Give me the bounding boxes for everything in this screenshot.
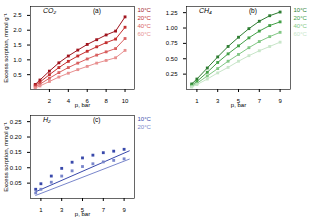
- svg-text:0.25: 0.25: [10, 119, 22, 125]
- svg-text:60°C: 60°C: [294, 31, 308, 37]
- svg-text:40°C: 40°C: [294, 23, 308, 29]
- svg-text:20°C: 20°C: [138, 15, 152, 21]
- svg-text:CO₂: CO₂: [43, 7, 57, 14]
- svg-text:2: 2: [48, 98, 52, 104]
- svg-text:20°C: 20°C: [294, 15, 308, 21]
- svg-text:7: 7: [102, 207, 106, 213]
- svg-text:3: 3: [216, 98, 220, 104]
- svg-text:40°C: 40°C: [138, 23, 152, 29]
- svg-text:0.50: 0.50: [166, 56, 178, 62]
- svg-text:0.20: 0.20: [10, 134, 22, 140]
- svg-text:(b): (b): [249, 7, 257, 15]
- svg-text:8: 8: [104, 98, 108, 104]
- svg-text:10°C: 10°C: [138, 116, 152, 122]
- svg-text:10: 10: [122, 98, 129, 104]
- svg-text:0.05: 0.05: [10, 180, 22, 186]
- svg-text:0.15: 0.15: [10, 149, 22, 155]
- svg-text:p, bar: p, bar: [75, 102, 90, 108]
- svg-text:CH₄: CH₄: [199, 7, 212, 14]
- svg-text:p, bar: p, bar: [75, 211, 90, 217]
- svg-text:1.00: 1.00: [166, 25, 178, 31]
- svg-text:(c): (c): [93, 116, 101, 124]
- svg-text:1: 1: [39, 207, 43, 213]
- svg-text:1.25: 1.25: [166, 10, 178, 16]
- svg-text:7: 7: [258, 98, 262, 104]
- svg-text:1: 1: [195, 98, 199, 104]
- svg-text:60°C: 60°C: [138, 31, 152, 37]
- svg-text:0.25: 0.25: [166, 71, 178, 77]
- svg-text:0.10: 0.10: [10, 165, 22, 171]
- svg-text:0.5: 0.5: [13, 72, 22, 78]
- svg-text:2.5: 2.5: [13, 12, 22, 18]
- svg-text:H₂: H₂: [43, 116, 51, 123]
- svg-text:(a): (a): [93, 7, 101, 15]
- svg-text:1.5: 1.5: [13, 42, 22, 48]
- svg-text:10°C: 10°C: [294, 7, 308, 13]
- svg-text:9: 9: [122, 207, 126, 213]
- svg-text:1.0: 1.0: [13, 57, 22, 63]
- svg-text:p, bar: p, bar: [231, 102, 246, 108]
- svg-text:0.75: 0.75: [166, 40, 178, 46]
- svg-text:2.0: 2.0: [13, 27, 22, 33]
- svg-text:20°C: 20°C: [138, 124, 152, 130]
- svg-text:4: 4: [67, 98, 71, 104]
- svg-text:9: 9: [278, 98, 282, 104]
- svg-text:3: 3: [60, 207, 64, 213]
- svg-text:Excess sorption, mmol g⁻¹: Excess sorption, mmol g⁻¹: [3, 122, 9, 191]
- svg-text:10°C: 10°C: [138, 7, 152, 13]
- svg-text:Excess sorption, mmol g⁻¹: Excess sorption, mmol g⁻¹: [3, 13, 9, 82]
